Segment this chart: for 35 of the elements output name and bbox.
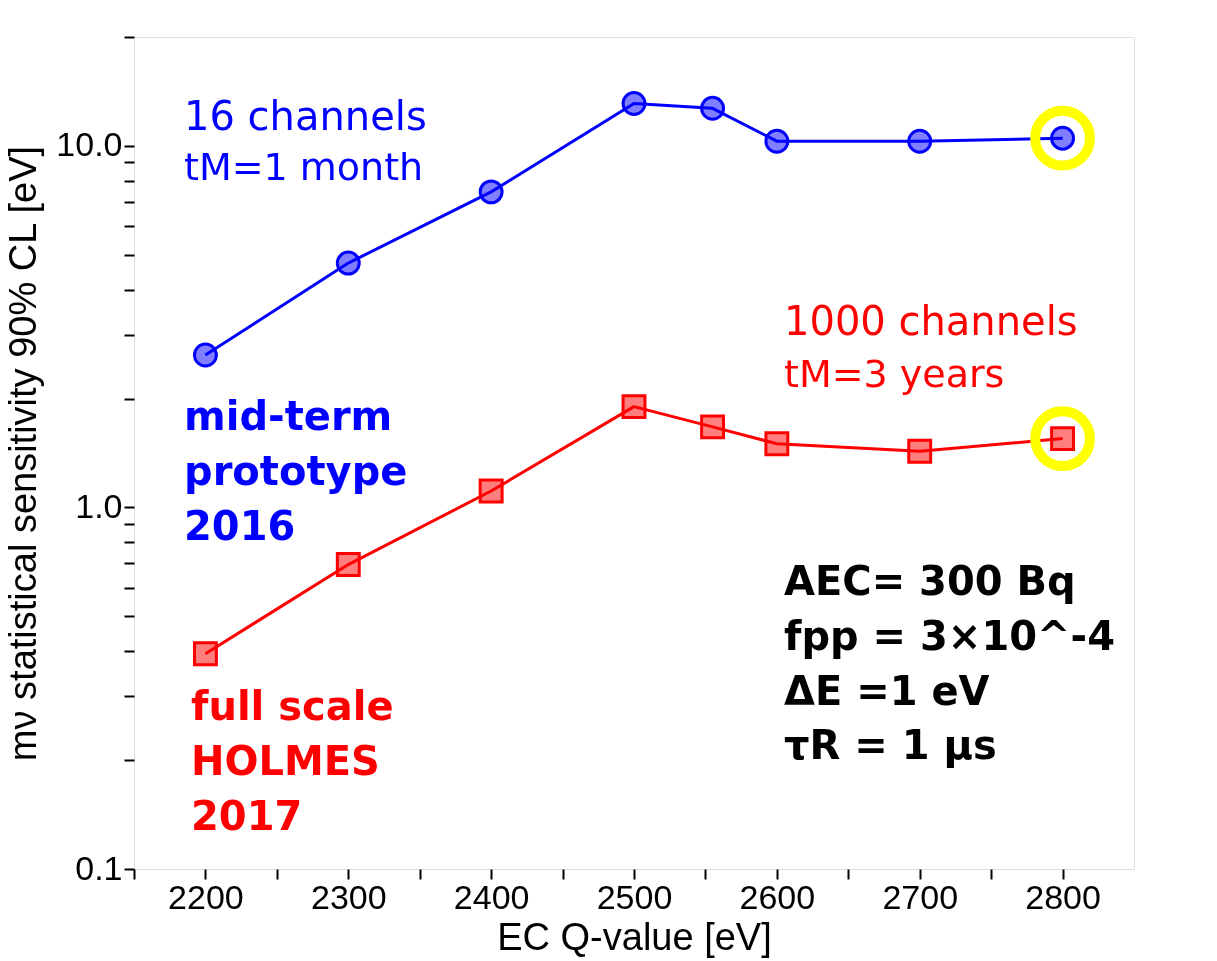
x-tick-label: 2600 (739, 877, 816, 916)
point (1030, 105, 1095, 171)
y-axis-title: mν statistical sensitivity 90% CL [eV] (2, 145, 45, 762)
point (192, 342, 218, 368)
point (621, 91, 647, 116)
annotation: tM=1 month (184, 145, 424, 189)
point (478, 179, 504, 205)
annotation: mid-term prototype 2016 (184, 393, 408, 549)
annotation: tM=3 years (784, 352, 1005, 396)
x-tick-label: 2300 (310, 877, 387, 916)
point (335, 250, 361, 276)
point (907, 438, 933, 464)
point (478, 478, 504, 504)
y-tick-label: 0.1 (75, 848, 123, 887)
point (764, 128, 790, 154)
x-tick-label: 2400 (453, 877, 530, 916)
annotation: full scale HOLMES 2017 (191, 683, 394, 839)
y-tick-label: 10.0 (56, 125, 123, 164)
annotation: AEC= 300 Bq fpp = 3×10^-4 ΔE =1 eV τR = 1 μs (784, 558, 1115, 769)
x-tick-label: 2200 (168, 877, 244, 916)
x-tick-label: 2500 (596, 877, 673, 916)
point (335, 552, 361, 578)
annotation: 1000 channels (784, 298, 1078, 344)
point (700, 95, 726, 121)
point (700, 414, 726, 440)
point (621, 394, 647, 420)
annotation: 16 channels (184, 93, 427, 139)
x-tick-label: 2700 (882, 877, 959, 916)
x-tick-label: 2800 (1025, 877, 1101, 916)
y-tick-label: 1.0 (75, 486, 123, 525)
point (764, 431, 790, 457)
point (192, 641, 218, 667)
point (907, 128, 933, 154)
x-axis-title: EC Q-value [eV] (497, 915, 772, 958)
point (1030, 406, 1095, 471)
